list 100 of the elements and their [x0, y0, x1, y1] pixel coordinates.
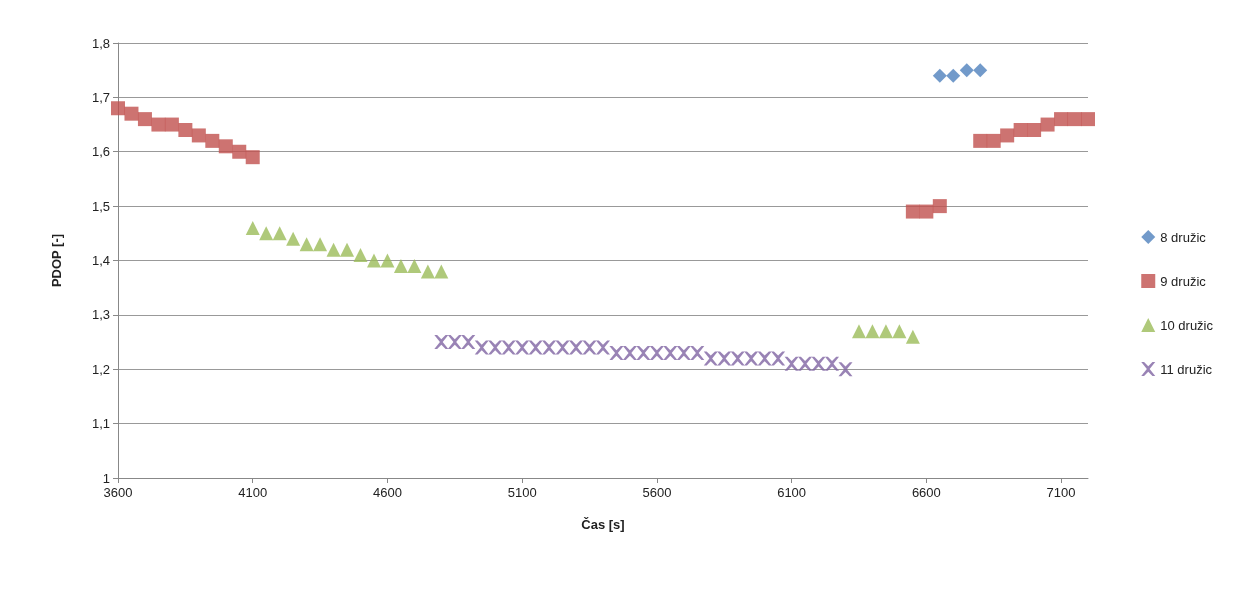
point: [474, 340, 489, 355]
point: [825, 356, 840, 371]
x-tick-label: 7100: [1046, 485, 1076, 500]
y-tick-label: 1,7: [91, 89, 110, 105]
point: [164, 117, 179, 132]
point: [865, 324, 880, 339]
point: [663, 345, 678, 360]
legend-label: 10 družic: [1160, 317, 1214, 333]
point: [878, 324, 893, 339]
point: [259, 226, 274, 241]
point: [892, 324, 907, 339]
point: [932, 199, 947, 214]
point: [1013, 123, 1028, 137]
point: [622, 345, 637, 360]
point: [973, 133, 988, 148]
point: [811, 356, 826, 371]
point: [569, 340, 584, 355]
y-tick-label: 1,8: [91, 35, 110, 51]
legend-label: 8 družic: [1160, 229, 1207, 245]
point: [245, 220, 260, 235]
point: [798, 356, 813, 371]
point: [771, 351, 786, 366]
x-tick-label: 5100: [507, 485, 537, 500]
point: [717, 351, 732, 366]
point: [905, 329, 920, 344]
point: [582, 340, 597, 355]
point: [838, 362, 853, 377]
point: [596, 340, 610, 355]
y-tick-label: 1,4: [91, 253, 110, 268]
point: [703, 351, 718, 366]
point: [649, 345, 664, 360]
x-tick-label: 5600: [642, 485, 672, 500]
legend-label: 11 družic: [1160, 361, 1213, 377]
point: [555, 340, 570, 355]
point: [690, 345, 705, 360]
point: [636, 345, 651, 360]
point: [286, 231, 301, 246]
point: [353, 248, 368, 263]
y-axis-title: PDOP [-]: [49, 233, 64, 288]
point: [946, 68, 961, 83]
point: [434, 264, 449, 279]
x-tick-label: 4600: [372, 485, 402, 500]
point: [111, 101, 125, 116]
point: [407, 258, 422, 273]
point: [1027, 123, 1042, 137]
point: [757, 351, 772, 366]
x-tick-label: 4100: [238, 485, 268, 500]
x-tick-label: 3600: [103, 485, 133, 500]
point: [1081, 112, 1095, 127]
point: [218, 139, 233, 154]
point: [447, 335, 462, 350]
point: [124, 106, 139, 121]
point: [784, 356, 799, 371]
point: [676, 345, 691, 360]
legend-label: 9 družic: [1160, 273, 1207, 289]
point: [137, 112, 152, 127]
point: [515, 340, 530, 355]
point: [730, 351, 745, 366]
point: [245, 150, 260, 165]
y-tick-label: 1,3: [91, 307, 110, 323]
y-tick-label: 1,2: [91, 361, 110, 377]
y-tick-label: 1,1: [91, 416, 110, 432]
point: [205, 133, 220, 148]
point: [393, 258, 408, 273]
point: [299, 237, 314, 252]
point: [272, 226, 287, 241]
y-tick-label: 1: [102, 470, 110, 486]
point: [434, 335, 449, 350]
point: [380, 253, 395, 268]
x-tick-label: 6600: [911, 485, 941, 500]
point: [488, 340, 503, 355]
point: [178, 123, 193, 137]
point: [461, 335, 476, 350]
point: [191, 128, 206, 143]
point: [340, 242, 355, 257]
point: [528, 340, 543, 355]
point: [1000, 128, 1015, 143]
point: [366, 253, 381, 268]
point: [1054, 112, 1069, 127]
point: [744, 351, 759, 366]
y-tick-label: 1,6: [91, 144, 110, 160]
point: [609, 345, 624, 360]
point: [932, 68, 947, 83]
point: [326, 242, 341, 257]
point: [232, 144, 247, 159]
point: [905, 204, 920, 219]
x-tick-label: 6100: [777, 485, 807, 500]
point: [919, 204, 934, 219]
point: [986, 133, 1001, 148]
point: [959, 63, 974, 78]
point: [542, 340, 557, 355]
y-tick-label: 1,5: [91, 198, 110, 214]
x-axis-title: Čas [s]: [581, 517, 625, 532]
point: [313, 237, 328, 252]
point: [420, 264, 435, 279]
point: [1067, 112, 1082, 127]
point: [973, 63, 988, 78]
point: [1040, 117, 1055, 132]
point: [501, 340, 516, 355]
point: [151, 117, 166, 132]
